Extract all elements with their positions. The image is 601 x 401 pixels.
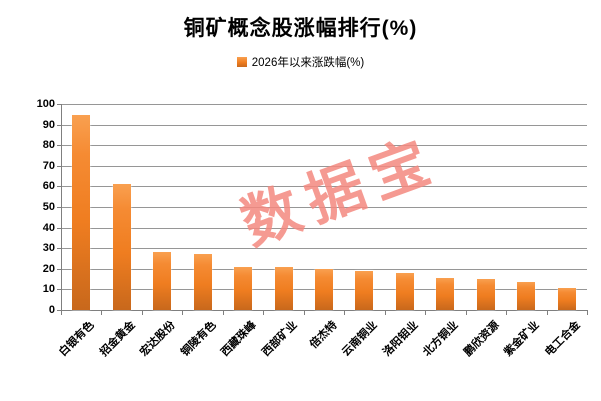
y-axis-tick: [57, 289, 61, 291]
x-axis-tick: [141, 310, 143, 315]
bar: [395, 272, 414, 310]
x-axis-category-label: 鹏欣资源: [461, 319, 502, 359]
gridline: [61, 145, 587, 147]
x-axis-tick: [344, 310, 346, 315]
bar: [193, 254, 212, 310]
bar: [274, 266, 293, 310]
y-axis-tick-label: 10: [42, 283, 55, 296]
x-axis-tick: [263, 310, 265, 315]
x-axis-tick: [61, 310, 62, 315]
y-axis-tick-label: 30: [42, 242, 55, 255]
y-axis-tick-label: 70: [42, 159, 55, 172]
y-axis-tick: [57, 124, 61, 126]
x-axis-tick: [465, 310, 467, 315]
x-axis-tick: [101, 310, 103, 315]
y-axis-tick: [57, 268, 61, 270]
gridline: [61, 186, 587, 188]
legend-label: 2026年以来涨跌幅(%): [251, 57, 365, 69]
bar: [476, 279, 495, 310]
y-axis-tick-label: 90: [42, 118, 55, 131]
x-axis-category-label: 铜陵有色: [178, 319, 219, 359]
bar: [72, 115, 91, 310]
bar: [517, 282, 536, 310]
x-axis-category-label: 招金黄金: [97, 319, 138, 359]
bar: [112, 184, 131, 310]
y-axis-tick-label: 20: [42, 262, 55, 275]
y-axis-tick: [57, 186, 61, 188]
x-axis-tick: [587, 310, 588, 315]
y-axis-tick-label: 40: [42, 221, 55, 234]
x-axis-tick: [384, 310, 386, 315]
y-axis-tick-label: 50: [42, 201, 55, 213]
gridline: [61, 124, 587, 126]
bar: [355, 270, 374, 310]
x-axis-category-label: 云南铜业: [340, 319, 381, 359]
bar: [315, 268, 333, 310]
x-axis-tick: [425, 310, 427, 315]
y-axis-tick-label: 100: [36, 98, 55, 110]
x-axis-category-label: 北方铜业: [421, 319, 461, 359]
y-axis-tick: [57, 248, 61, 250]
y-axis-line: [61, 104, 62, 315]
x-axis-tick: [506, 310, 508, 315]
x-axis-tick: [222, 310, 224, 315]
x-axis-category-label: 宏达股份: [138, 319, 178, 359]
x-axis-category-label: 电工合金: [542, 319, 583, 359]
y-axis-tick-label: 60: [42, 180, 55, 193]
legend-swatch-icon: [236, 57, 247, 67]
x-axis-tick: [303, 310, 305, 315]
bar: [436, 278, 455, 310]
gridline: [61, 104, 587, 105]
x-axis-category-label: 白银有色: [57, 319, 97, 359]
y-axis-tick: [57, 207, 61, 208]
gridline: [61, 207, 587, 208]
bar: [153, 252, 172, 310]
x-axis-category-label: 紫金矿业: [502, 319, 542, 359]
bar: [234, 266, 253, 310]
x-axis-tick: [546, 310, 548, 315]
gridline: [61, 248, 587, 250]
x-axis-line: [57, 310, 587, 311]
y-axis-tick: [57, 227, 61, 229]
y-axis-tick: [57, 104, 61, 105]
y-axis-tick: [57, 165, 61, 167]
gridline: [61, 227, 587, 229]
x-axis-category-label: 西部矿业: [259, 319, 300, 359]
x-axis-category-label: 倍杰特: [307, 319, 340, 351]
x-axis-category-label: 西藏珠峰: [219, 319, 259, 359]
x-axis-tick: [182, 310, 184, 315]
y-axis-tick-label: 80: [42, 139, 55, 152]
bar: [557, 288, 576, 310]
chart-title: 铜矿概念股涨幅排行(%): [183, 17, 418, 40]
x-axis-category-label: 洛阳钼业: [380, 319, 421, 359]
y-axis-tick-label: 0: [48, 304, 55, 316]
y-axis-tick: [57, 145, 61, 147]
gridline: [61, 165, 587, 167]
legend: 2026年以来涨跌幅(%): [0, 54, 601, 70]
